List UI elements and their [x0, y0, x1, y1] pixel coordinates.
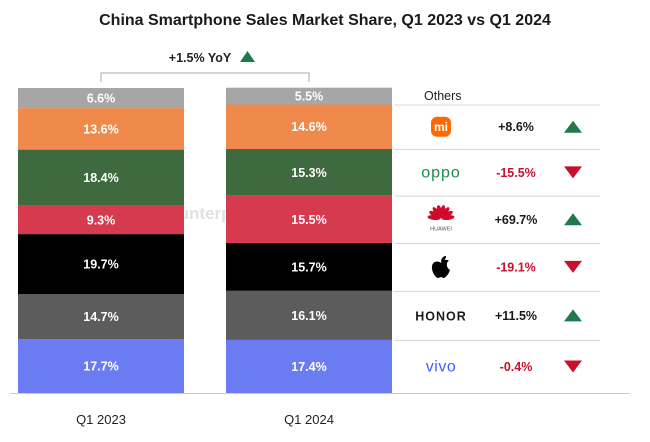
honor-logo-icon: HONOR: [415, 309, 467, 323]
oppo-logo-text: oppo: [421, 164, 461, 181]
others-label: Others: [424, 89, 462, 103]
bar-value-label: 15.7%: [291, 260, 326, 274]
bar-segment: [226, 104, 392, 149]
bar-segment: [226, 290, 392, 340]
xiaomi-logo-text: mi: [434, 120, 448, 134]
huawei-logo-text: HUAWEI: [430, 226, 452, 232]
bar-segment: [226, 339, 392, 393]
down-arrow-icon: [564, 166, 582, 179]
bar-value-label: 14.6%: [291, 120, 326, 134]
bar-segment: [18, 339, 184, 393]
brand-change-panel: Others vivo -0.4% HONOR +11.5% -19.1% HUAWEI +6…: [394, 89, 600, 375]
up-arrow-icon: [564, 309, 582, 322]
bar-segment: [18, 149, 184, 206]
yoy-up-arrow-icon: [240, 51, 255, 62]
bar-segment: [18, 294, 184, 340]
oppo-logo-icon: oppo: [421, 164, 461, 181]
bar-value-label: 15.3%: [291, 166, 326, 180]
x-axis: Q1 2023 Q1 2024: [10, 393, 630, 427]
x-tick-label: Q1 2023: [76, 412, 126, 427]
yoy-bracket: [100, 72, 310, 82]
down-arrow-icon: [564, 260, 582, 273]
bar-segment: [18, 108, 184, 150]
xiaomi-logo-icon: mi: [431, 116, 451, 137]
bar-segment: [226, 87, 392, 105]
bar-segment: [18, 234, 184, 295]
bar-value-label: 15.5%: [291, 213, 326, 227]
apple-logo-icon: [431, 255, 450, 279]
xiaomi-change-label: +8.6%: [498, 120, 534, 134]
bar-value-label: 14.7%: [83, 310, 118, 324]
up-arrow-icon: [564, 213, 582, 226]
bar-value-label: 17.7%: [83, 360, 118, 374]
vivo-logo-text: vivo: [426, 358, 456, 375]
bars: 17.7% 14.7% 19.7% 9.3% 18.4% 13.6% 6.6% 17.4% 16…: [18, 87, 392, 393]
down-arrow-icon: [564, 360, 582, 373]
honor-change-label: +11.5%: [495, 309, 537, 323]
oppo-change-label: -15.5%: [496, 166, 536, 180]
bar-segment: [18, 205, 184, 235]
bar-segment: [226, 149, 392, 196]
bar-value-label: 13.6%: [83, 122, 118, 136]
bar-value-label: 5.5%: [295, 90, 324, 104]
bar-segment: [226, 195, 392, 243]
huawei-logo-icon: HUAWEI: [427, 205, 455, 232]
bar-value-label: 16.1%: [291, 309, 326, 323]
bar-value-label: 18.4%: [83, 171, 118, 185]
bar-value-label: 17.4%: [291, 360, 326, 374]
yoy-annotation: +1.5% YoY: [100, 47, 310, 82]
x-tick-label: Q1 2024: [284, 412, 334, 427]
bar-value-label: 19.7%: [83, 258, 118, 272]
yoy-change-label: +1.5% YoY: [169, 51, 232, 65]
vivo-logo-icon: vivo: [426, 358, 456, 375]
vivo-change-label: -0.4%: [500, 360, 533, 374]
bar-value-label: 6.6%: [87, 92, 116, 106]
honor-logo-text: HONOR: [415, 309, 467, 323]
bar-segment: [226, 242, 392, 291]
bar-segment: [18, 88, 184, 109]
huawei-change-label: +69.7%: [495, 213, 538, 227]
bar-value-label: 9.3%: [87, 213, 116, 227]
apple-change-label: -19.1%: [496, 260, 536, 274]
chart-title: China Smartphone Sales Market Share, Q1 …: [99, 12, 551, 29]
up-arrow-icon: [564, 120, 582, 133]
